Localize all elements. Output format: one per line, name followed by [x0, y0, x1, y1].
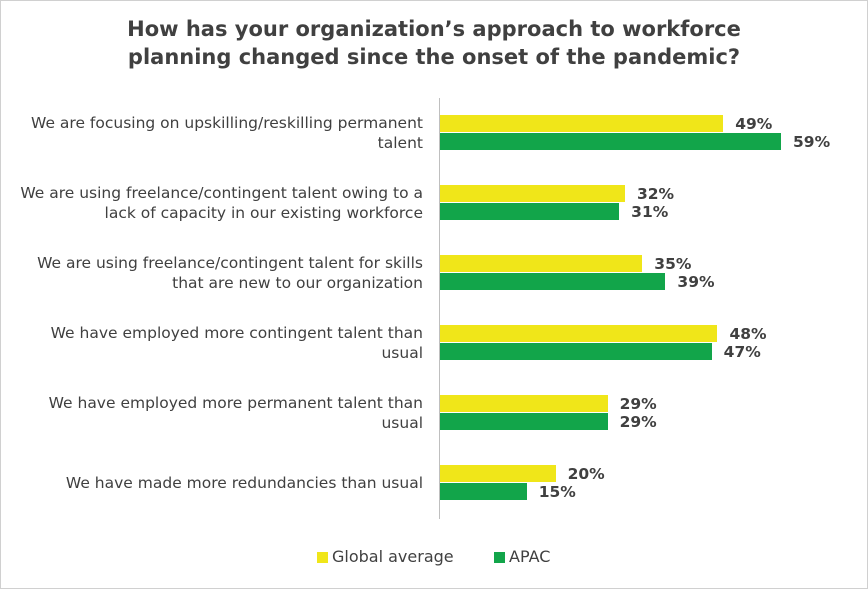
bar: [440, 465, 556, 482]
category-label: We have employed more permanent talent t…: [48, 394, 423, 432]
category-label: We are focusing on upskilling/reskilling…: [31, 114, 423, 152]
bar: [440, 395, 608, 412]
value-label: 20%: [567, 465, 605, 483]
bar: [440, 133, 782, 150]
bar: [440, 255, 643, 272]
category-label: We have made more redundancies than usua…: [65, 474, 423, 492]
value-label: 35%: [654, 255, 692, 273]
value-label: 15%: [538, 483, 576, 501]
bar: [440, 343, 712, 360]
value-label: 29%: [619, 395, 657, 413]
bar: [440, 203, 620, 220]
chart-title: How has your organization’s approach to …: [127, 17, 741, 69]
category-label: We have employed more contingent talent …: [50, 324, 423, 362]
bar: [440, 325, 718, 342]
value-label: 48%: [729, 325, 767, 343]
value-label: 32%: [636, 185, 675, 203]
legend-swatch: [317, 552, 328, 563]
value-label: 59%: [793, 133, 831, 151]
bar: [440, 115, 724, 132]
value-label: 31%: [631, 203, 669, 221]
legend-swatch: [494, 552, 505, 563]
bar: [440, 483, 527, 500]
category-axis: [439, 98, 440, 519]
bar: [440, 273, 666, 290]
bar: [440, 413, 608, 430]
value-label: 49%: [735, 115, 773, 133]
value-label: 47%: [723, 343, 761, 361]
legend-label: Global average: [332, 547, 454, 566]
value-label: 29%: [619, 413, 657, 431]
category-label: We are using freelance/contingent talent…: [37, 254, 423, 292]
category-label: We are using freelance/contingent talent…: [20, 184, 423, 222]
value-label: 39%: [677, 273, 715, 291]
legend-label: APAC: [509, 547, 551, 566]
bar: [440, 185, 625, 202]
